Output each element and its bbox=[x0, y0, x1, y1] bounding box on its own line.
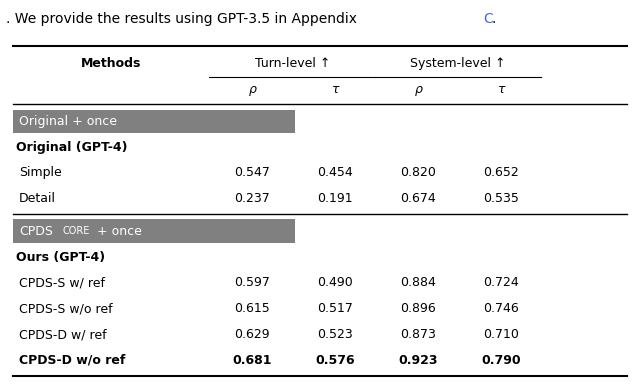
Text: 0.597: 0.597 bbox=[234, 276, 270, 290]
Text: 0.710: 0.710 bbox=[483, 328, 519, 341]
Text: CPDS-D w/o ref: CPDS-D w/o ref bbox=[19, 354, 125, 367]
Text: 0.535: 0.535 bbox=[483, 192, 519, 205]
Text: Ours (GPT-4): Ours (GPT-4) bbox=[16, 250, 105, 263]
Text: Methods: Methods bbox=[81, 57, 141, 70]
Text: 0.490: 0.490 bbox=[317, 276, 353, 290]
Text: 0.820: 0.820 bbox=[401, 167, 436, 179]
Text: 0.746: 0.746 bbox=[483, 302, 519, 315]
Text: 0.517: 0.517 bbox=[317, 302, 353, 315]
Text: 0.923: 0.923 bbox=[399, 354, 438, 367]
Text: Detail: Detail bbox=[19, 192, 56, 205]
Text: Turn-level ↑: Turn-level ↑ bbox=[255, 57, 330, 70]
Text: 0.674: 0.674 bbox=[401, 192, 436, 205]
Text: CPDS-S w/o ref: CPDS-S w/o ref bbox=[19, 302, 113, 315]
Text: 0.873: 0.873 bbox=[401, 328, 436, 341]
Text: τ: τ bbox=[497, 83, 505, 96]
Text: CPDS-S w/ ref: CPDS-S w/ ref bbox=[19, 276, 105, 290]
Text: 0.629: 0.629 bbox=[235, 328, 270, 341]
Text: 0.547: 0.547 bbox=[234, 167, 270, 179]
Text: .: . bbox=[492, 12, 496, 25]
Text: 0.681: 0.681 bbox=[233, 354, 272, 367]
Text: 0.884: 0.884 bbox=[401, 276, 436, 290]
Text: + once: + once bbox=[93, 225, 141, 238]
Text: 0.652: 0.652 bbox=[483, 167, 519, 179]
Text: . We provide the results using GPT-3.5 in Appendix: . We provide the results using GPT-3.5 i… bbox=[6, 12, 362, 25]
Text: 0.576: 0.576 bbox=[316, 354, 355, 367]
Text: ρ: ρ bbox=[414, 83, 422, 96]
Text: Original (GPT-4): Original (GPT-4) bbox=[16, 141, 127, 154]
Text: CORE: CORE bbox=[63, 226, 90, 236]
Text: CPDS-D w/ ref: CPDS-D w/ ref bbox=[19, 328, 107, 341]
Text: 0.724: 0.724 bbox=[483, 276, 519, 290]
Text: 0.523: 0.523 bbox=[317, 328, 353, 341]
Text: Simple: Simple bbox=[19, 167, 62, 179]
Text: 0.237: 0.237 bbox=[234, 192, 270, 205]
Text: 0.191: 0.191 bbox=[317, 192, 353, 205]
Text: C: C bbox=[483, 12, 493, 25]
Text: ρ: ρ bbox=[248, 83, 257, 96]
Text: CPDS: CPDS bbox=[19, 225, 53, 238]
Text: System-level ↑: System-level ↑ bbox=[410, 57, 506, 70]
Text: 0.790: 0.790 bbox=[481, 354, 521, 367]
Text: Original + once: Original + once bbox=[19, 115, 117, 128]
Text: 0.896: 0.896 bbox=[401, 302, 436, 315]
Text: 0.454: 0.454 bbox=[317, 167, 353, 179]
Text: 0.615: 0.615 bbox=[234, 302, 270, 315]
Text: τ: τ bbox=[332, 83, 339, 96]
